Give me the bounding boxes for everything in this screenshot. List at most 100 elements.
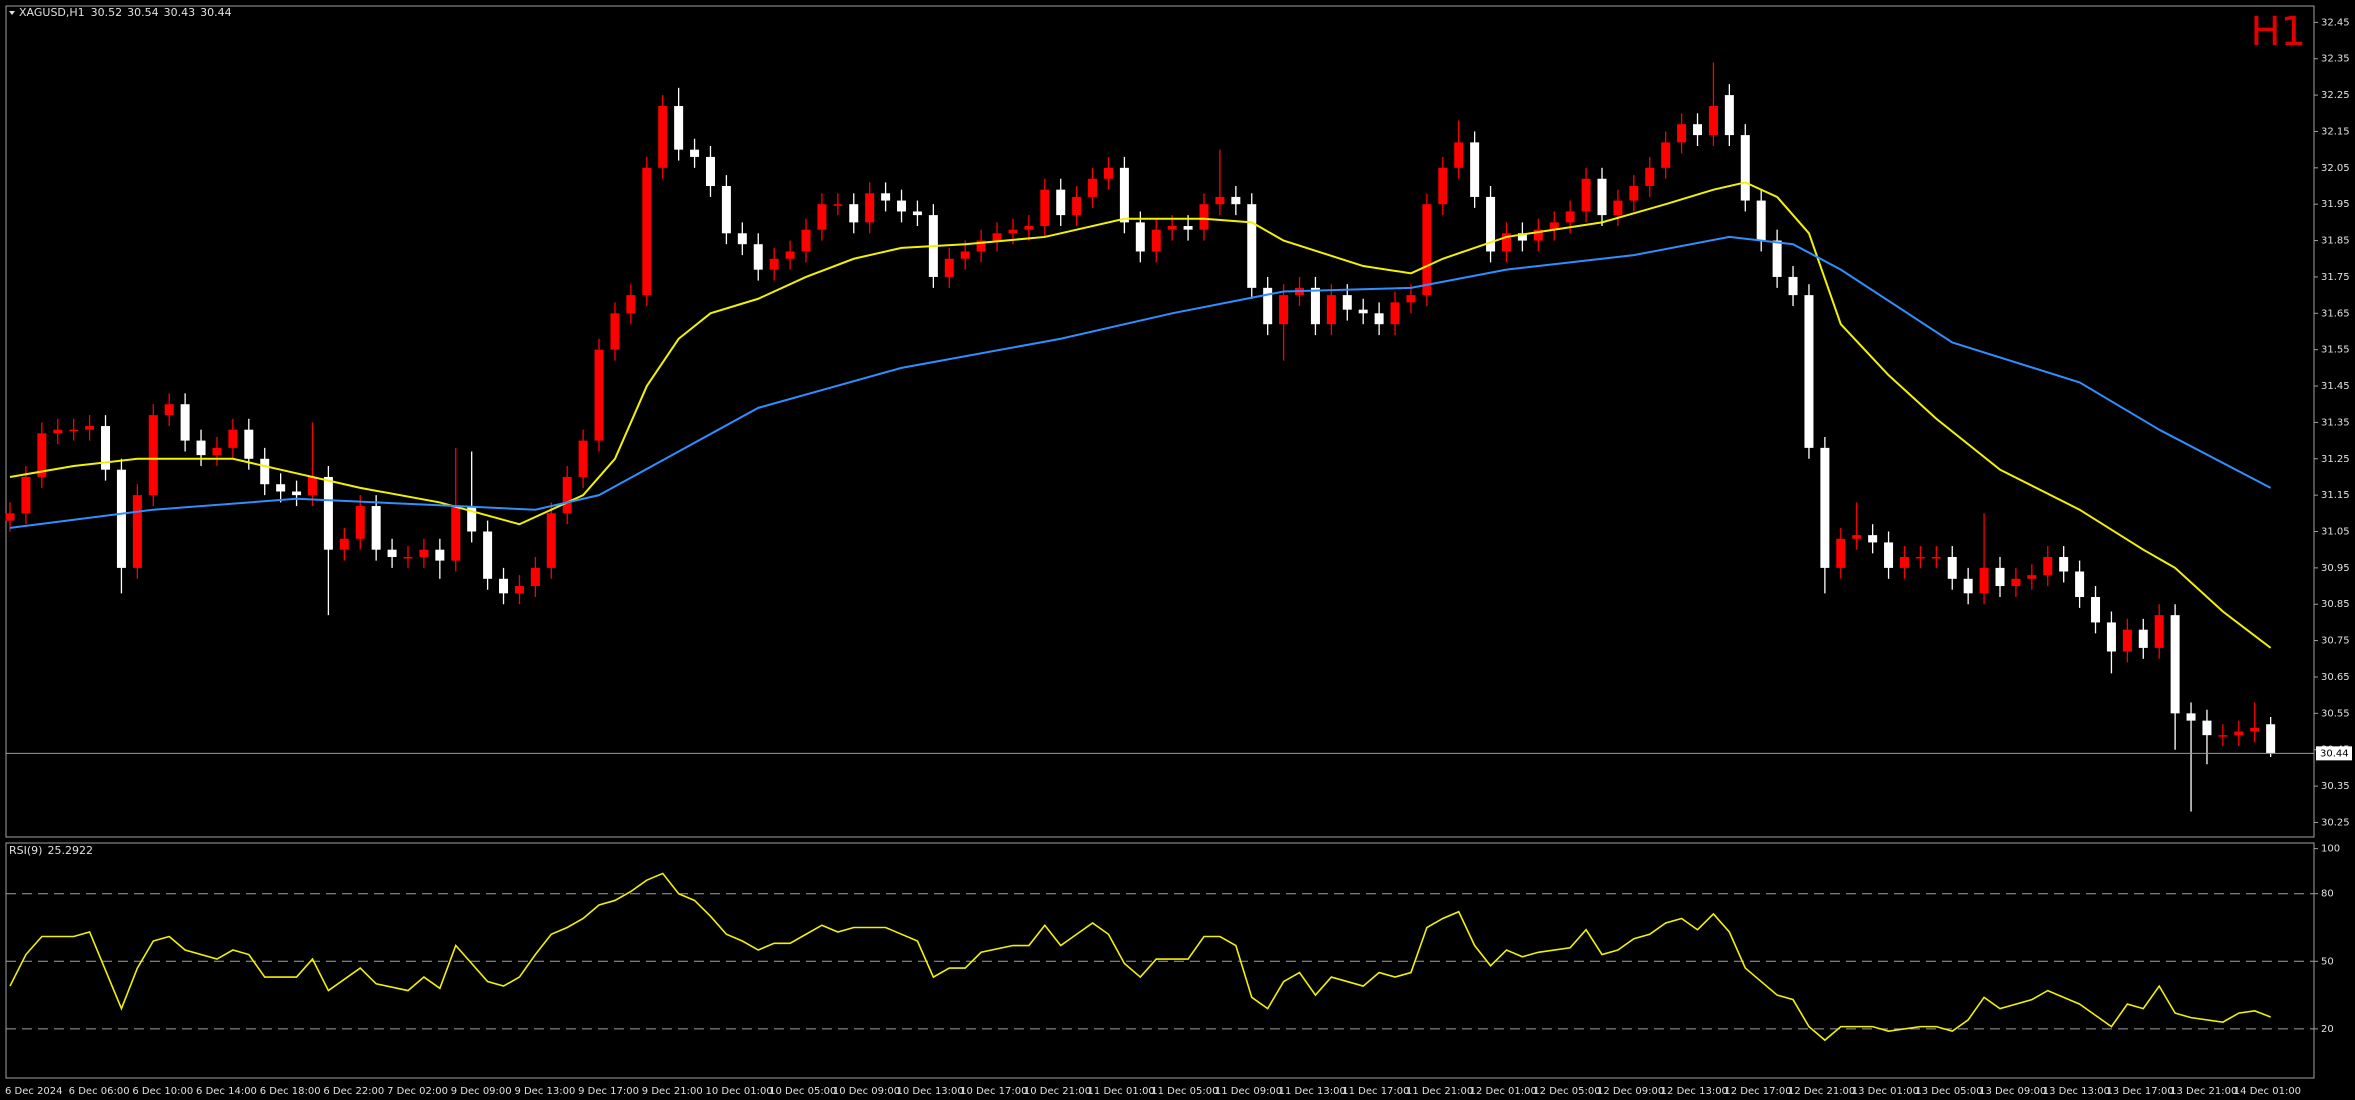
candle-body	[2218, 735, 2228, 737]
candle-body	[785, 251, 795, 259]
x-tick-label: 10 Dec 01:00	[705, 1086, 772, 1097]
chart-header: XAGUSD,H1 30.52 30.54 30.43 30.44	[19, 6, 232, 19]
candle-body	[1804, 295, 1814, 448]
candle-body	[658, 106, 668, 168]
y-tick-label: 31.35	[2321, 417, 2350, 428]
candle-body	[2091, 596, 2101, 623]
y-tick-label: 32.05	[2321, 163, 2350, 174]
candle-body	[1517, 233, 1527, 241]
candle-body	[2250, 727, 2260, 732]
y-tick-label: 30.65	[2321, 672, 2350, 683]
timeframe-label: H1	[2250, 9, 2306, 55]
candle-body	[1788, 276, 1798, 296]
candle-body	[1342, 295, 1352, 310]
candle-body	[1597, 178, 1607, 216]
candle-body	[1979, 567, 1989, 594]
candle-body	[1693, 124, 1703, 136]
candle-body	[323, 476, 333, 550]
candle-body	[1868, 535, 1878, 543]
x-tick-label: 6 Dec 14:00	[196, 1086, 257, 1097]
x-tick-label: 11 Dec 05:00	[1151, 1086, 1218, 1097]
y-tick-label: 31.05	[2321, 527, 2350, 538]
candle-body	[5, 513, 15, 521]
x-tick-label: 10 Dec 09:00	[833, 1086, 900, 1097]
y-tick-label: 20	[2321, 1024, 2334, 1035]
candle-body	[912, 211, 922, 216]
y-tick-label: 31.95	[2321, 199, 2350, 210]
candle-body	[1103, 167, 1113, 179]
x-tick-label: 12 Dec 21:00	[1788, 1086, 1855, 1097]
candle-body	[116, 469, 126, 568]
candle-body	[212, 447, 222, 456]
candle-body	[1645, 167, 1655, 187]
candle-body	[260, 458, 270, 485]
candle-body	[1533, 229, 1543, 241]
candle-body	[1072, 196, 1082, 216]
header-low: 30.43	[164, 6, 196, 19]
candle-body	[1263, 287, 1273, 325]
candle-body	[419, 549, 429, 557]
menu-triangle[interactable]	[9, 11, 15, 15]
x-tick-label: 6 Dec 2024	[5, 1086, 63, 1097]
candle-body	[578, 440, 588, 477]
y-tick-label: 30.25	[2321, 817, 2350, 828]
candle-body	[1438, 167, 1448, 205]
x-tick-label: 9 Dec 21:00	[642, 1086, 703, 1097]
candle-body	[992, 233, 1002, 241]
rsi-panel-frame	[5, 842, 2315, 1079]
candle-body	[180, 404, 190, 441]
candle-body	[976, 240, 986, 252]
candle-body	[674, 106, 684, 150]
candle-body	[2186, 713, 2196, 721]
rsi-title: RSI(9)	[9, 844, 42, 857]
candle-body	[1947, 556, 1957, 579]
candle-body	[85, 426, 95, 430]
candle-body	[1884, 542, 1894, 568]
x-tick-label: 12 Dec 09:00	[1597, 1086, 1664, 1097]
y-tick-label: 30.55	[2321, 708, 2350, 719]
y-tick-label: 31.75	[2321, 272, 2350, 283]
candle-body	[1215, 196, 1225, 205]
x-tick-label: 13 Dec 21:00	[2170, 1086, 2237, 1097]
candle-body	[546, 513, 556, 568]
x-tick-label: 10 Dec 05:00	[769, 1086, 836, 1097]
candle-body	[339, 538, 349, 550]
candle-body	[1406, 295, 1416, 303]
x-tick-label: 6 Dec 22:00	[323, 1086, 384, 1097]
candle-body	[1088, 178, 1098, 197]
candle-body	[2122, 629, 2132, 652]
candle-body	[1199, 204, 1209, 230]
candle-body	[1613, 200, 1623, 216]
candle-body	[2154, 615, 2164, 648]
candle-body	[897, 200, 907, 212]
x-tick-label: 10 Dec 13:00	[897, 1086, 964, 1097]
y-tick-label: 30.95	[2321, 563, 2350, 574]
candle-body	[1040, 189, 1050, 227]
x-tick-label: 9 Dec 09:00	[451, 1086, 512, 1097]
x-tick-label: 6 Dec 06:00	[69, 1086, 130, 1097]
y-tick-label: 31.65	[2321, 308, 2350, 319]
candle-body	[1310, 287, 1320, 325]
candle-body	[737, 233, 747, 245]
candle-body	[1183, 226, 1193, 230]
y-tick-label: 32.35	[2321, 54, 2350, 65]
candle-body	[1151, 229, 1161, 252]
header-high: 30.54	[127, 6, 159, 19]
candle-body	[562, 476, 572, 514]
x-tick-label: 12 Dec 17:00	[1724, 1086, 1791, 1097]
candle-body	[769, 258, 779, 270]
candle-body	[1756, 200, 1766, 241]
candle-body	[1279, 295, 1289, 325]
x-tick-label: 13 Dec 17:00	[2106, 1086, 2173, 1097]
candle-body	[1772, 240, 1782, 277]
candle-body	[1390, 302, 1400, 325]
candle-body	[1470, 142, 1480, 197]
candle-body	[2027, 575, 2037, 579]
y-tick-label: 31.25	[2321, 454, 2350, 465]
candle-body	[1008, 229, 1018, 234]
candle-body	[690, 149, 700, 157]
x-tick-label: 10 Dec 21:00	[1024, 1086, 1091, 1097]
candle-body	[276, 484, 286, 492]
candle-body	[1661, 142, 1671, 168]
